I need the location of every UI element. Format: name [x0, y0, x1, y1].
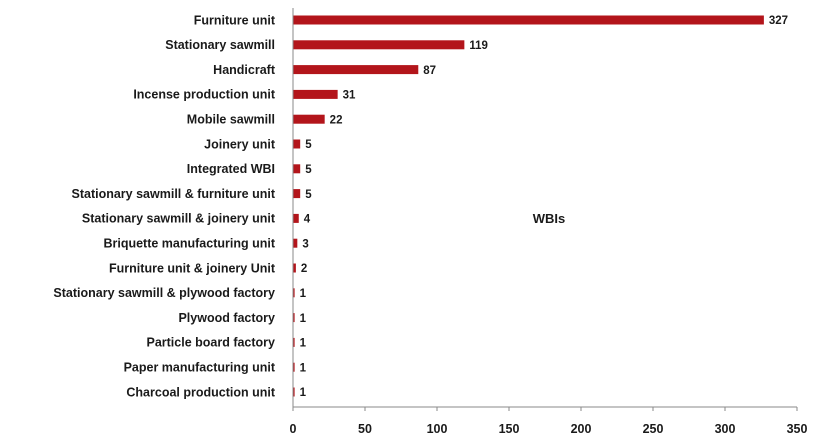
bar-incense-production-unit	[293, 89, 338, 99]
bar-stationary-sawmill	[293, 40, 465, 50]
x-tick-label-300: 300	[715, 422, 736, 436]
x-tick-label-200: 200	[571, 422, 592, 436]
category-label-stationary-sawmill: Stationary sawmill	[165, 38, 275, 52]
category-label-paper-manufacturing-unit: Paper manufacturing unit	[124, 361, 276, 375]
category-labels-group: Furniture unit Stationary sawmill Handicra…	[53, 13, 275, 399]
data-label-stationary-sawmill-and-plywood-factory: 1	[300, 288, 307, 300]
bar-handicraft	[293, 65, 419, 75]
data-label-furniture-unit-and-joinery-unit: 2	[301, 263, 307, 275]
data-label-paper-manufacturing-unit: 1	[300, 362, 307, 374]
bar-furniture-unit-and-joinery-unit	[293, 263, 296, 273]
data-label-stationary-sawmill-and-furniture-unit: 5	[305, 189, 312, 201]
category-label-furniture-unit-and-joinery-unit: Furniture unit & joinery Unit	[109, 261, 276, 275]
category-label-joinery-unit: Joinery unit	[204, 137, 276, 151]
category-label-handicraft: Handicraft	[213, 63, 276, 77]
bar-joinery-unit	[293, 139, 301, 149]
bar-plywood-factory	[293, 313, 295, 323]
bar-briquette-manufacturing-unit	[293, 238, 298, 248]
bar-charcoal-production-unit	[293, 387, 295, 397]
category-label-stationary-sawmill-and-furniture-unit: Stationary sawmill & furniture unit	[72, 187, 276, 201]
data-label-handicraft: 87	[423, 65, 436, 77]
bar-stationary-sawmill-and-furniture-unit	[293, 189, 301, 199]
data-label-furniture-unit: 327	[769, 15, 788, 27]
category-label-mobile-sawmill: Mobile sawmill	[187, 113, 275, 127]
bar-stationary-sawmill-and-joinery-unit	[293, 213, 299, 223]
data-label-plywood-factory: 1	[300, 313, 307, 325]
data-label-briquette-manufacturing-unit: 3	[302, 238, 308, 250]
data-label-mobile-sawmill: 22	[330, 114, 343, 126]
legend-label: WBIs	[533, 211, 566, 226]
category-label-particle-board-factory: Particle board factory	[146, 336, 275, 350]
data-label-joinery-unit: 5	[305, 139, 312, 151]
x-tick-label-100: 100	[427, 422, 448, 436]
bar-particle-board-factory	[293, 337, 295, 347]
x-tick-label-150: 150	[499, 422, 520, 436]
x-ticks-group: 0 50 100 150 200 250 300 350	[290, 407, 808, 436]
bar-stationary-sawmill-and-plywood-factory	[293, 288, 295, 298]
x-tick-label-350: 350	[787, 422, 808, 436]
data-label-stationary-sawmill: 119	[469, 40, 488, 52]
data-label-stationary-sawmill-and-joinery-unit: 4	[304, 214, 311, 226]
category-label-furniture-unit: Furniture unit	[194, 13, 276, 27]
bar-mobile-sawmill	[293, 114, 325, 124]
bar-integrated-wbi	[293, 164, 301, 174]
category-label-plywood-factory: Plywood factory	[178, 311, 275, 325]
x-tick-label-0: 0	[290, 422, 297, 436]
data-label-incense-production-unit: 31	[343, 90, 356, 102]
bars-group	[293, 15, 764, 397]
category-label-briquette-manufacturing-unit: Briquette manufacturing unit	[103, 237, 275, 251]
data-label-particle-board-factory: 1	[300, 338, 307, 350]
x-tick-label-250: 250	[643, 422, 664, 436]
data-label-integrated-wbi: 5	[305, 164, 312, 176]
category-label-stationary-sawmill-and-plywood-factory: Stationary sawmill & plywood factory	[53, 286, 275, 300]
data-label-charcoal-production-unit: 1	[300, 387, 307, 399]
category-label-incense-production-unit: Incense production unit	[133, 88, 276, 102]
category-label-integrated-wbi: Integrated WBI	[187, 162, 275, 176]
category-label-charcoal-production-unit: Charcoal production unit	[126, 385, 275, 399]
category-label-stationary-sawmill-and-joinery-unit: Stationary sawmill & joinery unit	[82, 212, 276, 226]
x-tick-label-50: 50	[358, 422, 372, 436]
bar-paper-manufacturing-unit	[293, 362, 295, 372]
bar-furniture-unit	[293, 15, 764, 25]
